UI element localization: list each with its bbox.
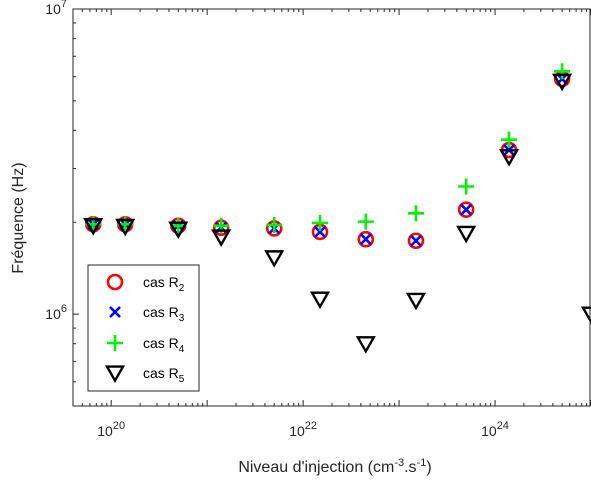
marker-triangle-down <box>580 306 591 325</box>
marker-x <box>410 234 422 247</box>
marker-triangle-down <box>83 218 104 236</box>
marker-x <box>314 225 326 238</box>
x-axis-title-base: Niveau d'injection (cm <box>238 459 394 476</box>
marker-plus <box>458 178 475 195</box>
legend-label-r4-sub: 4 <box>179 344 185 355</box>
legend: cas R2 cas R3 cas R4 cas R5 <box>87 264 200 392</box>
legend-label-r2-name: cas R <box>143 274 179 290</box>
y-axis-title: Fréquence (Hz) <box>10 162 27 273</box>
legend-label-r3-sub: 3 <box>179 313 185 324</box>
marker-circle <box>357 230 375 248</box>
marker-circle <box>106 273 124 291</box>
plot-frame <box>72 8 591 407</box>
x-axis-title-end: ) <box>426 459 431 476</box>
legend-label-r3: cas R3 <box>143 304 185 324</box>
marker-triangle-down <box>309 291 331 310</box>
x-tick-label: 1024 <box>481 420 509 439</box>
marker-plus <box>357 213 374 230</box>
x-axis-title-exp2: -1 <box>417 457 427 469</box>
marker-plus <box>407 205 424 222</box>
marker-triangle-down <box>355 336 376 354</box>
marker-triangle-down <box>104 365 126 384</box>
data-markers <box>83 63 591 354</box>
y-tick-label: 107 <box>45 0 67 17</box>
marker-x <box>460 203 473 216</box>
legend-symbols <box>104 273 126 384</box>
y-tick-label: 106 <box>45 303 67 322</box>
marker-x <box>109 306 121 318</box>
marker-plus <box>501 131 518 148</box>
marker-triangle-down <box>168 221 189 240</box>
marker-triangle-down <box>115 218 136 237</box>
marker-x <box>359 233 372 246</box>
x-axis-title-mid: .s <box>404 459 416 476</box>
marker-plus <box>266 216 283 233</box>
marker-circle <box>407 232 425 250</box>
marker-triangle-down <box>456 225 477 244</box>
marker-triangle-down <box>264 250 285 268</box>
marker-plus <box>554 63 571 80</box>
legend-label-r3-name: cas R <box>143 304 179 320</box>
marker-triangle-down <box>498 149 520 167</box>
marker-triangle-down <box>211 229 232 248</box>
marker-plus <box>107 335 123 351</box>
marker-plus <box>312 214 329 231</box>
legend-box <box>87 264 200 392</box>
legend-label-r2: cas R2 <box>143 274 185 294</box>
x-tick-label: 1022 <box>289 420 317 439</box>
legend-label-r5: cas R5 <box>143 365 185 385</box>
legend-label-r4-name: cas R <box>143 335 179 351</box>
marker-triangle-down <box>552 73 573 92</box>
x-axis-title: Niveau d'injection (cm-3.s-1) <box>238 457 431 476</box>
tick-labels: 1020 1022 1024 106 107 <box>45 0 509 439</box>
legend-label-r2-sub: 2 <box>179 283 185 294</box>
x-tick-label: 1020 <box>97 420 125 439</box>
legend-label-r5-sub: 5 <box>179 374 185 385</box>
series-cas-r5 <box>83 73 591 354</box>
marker-triangle-down <box>405 292 427 311</box>
x-axis-title-exp1: -3 <box>394 457 404 469</box>
legend-label-r4: cas R4 <box>143 335 185 355</box>
legend-label-r5-name: cas R <box>143 365 179 381</box>
marker-circle <box>457 201 475 218</box>
